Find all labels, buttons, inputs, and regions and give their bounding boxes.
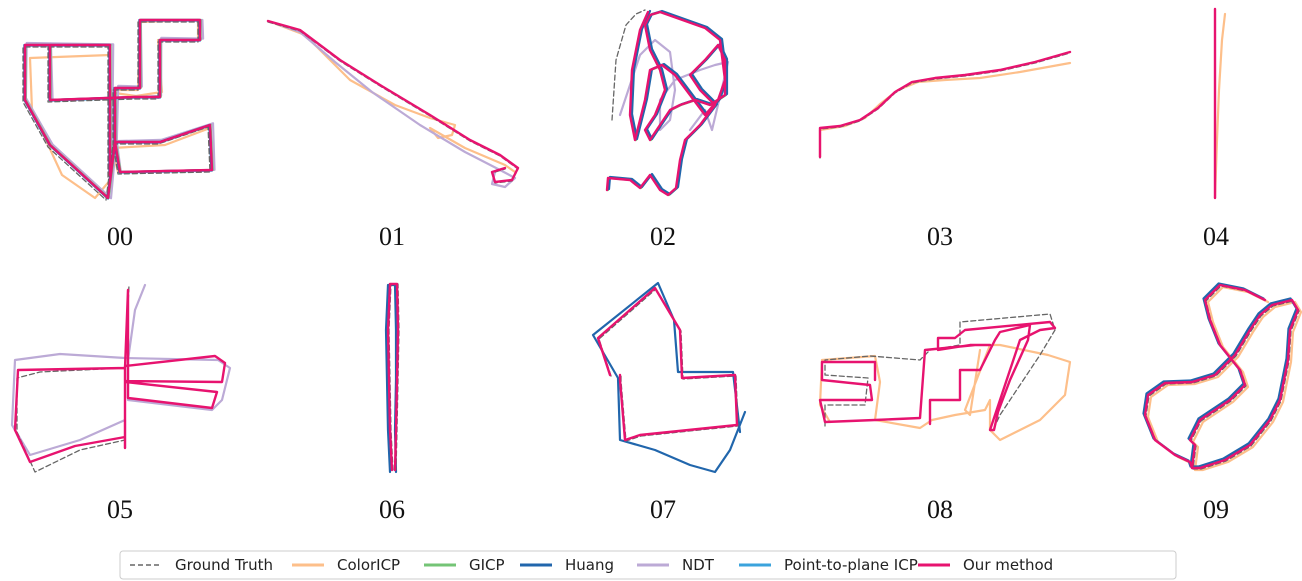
legend-label-ground-truth: Ground Truth (175, 556, 273, 574)
series-our-method-line (596, 286, 739, 442)
series-ground-truth-line (16, 284, 130, 473)
legend-label-ndt: NDT (682, 556, 715, 574)
series-coloricp-line (1146, 285, 1302, 472)
panel-label-00: 00 (107, 222, 133, 251)
trajectory-panel-04 (1213, 7, 1227, 200)
legend-item-gicp: GICP (424, 556, 505, 574)
trajectory-plots (10, 7, 1302, 474)
panel-label-04: 04 (1203, 222, 1229, 251)
trajectory-panel-06 (384, 282, 400, 474)
legend-label-point-to-plane-icp: Point-to-plane ICP (784, 556, 918, 574)
trajectory-panel-01 (266, 19, 520, 189)
panel-label-02: 02 (650, 222, 676, 251)
series-our-method-line (605, 10, 727, 197)
panel-label-07: 07 (650, 495, 676, 524)
legend-label-gicp: GICP (469, 556, 505, 574)
series-coloricp-line (818, 343, 1072, 442)
legend-item-ground-truth: Ground Truth (130, 556, 273, 574)
legend-item-coloricp: ColorICP (292, 556, 400, 574)
series-our-method-line (13, 288, 227, 464)
trajectory-panel-03 (818, 50, 1072, 159)
panel-label-06: 06 (379, 495, 405, 524)
panel-labels: 00 01 02 03 04 05 06 07 08 09 (107, 222, 1229, 524)
series-our-method-line (266, 19, 520, 184)
legend-item-point-to-plane-icp: Point-to-plane ICP (739, 556, 918, 574)
series-our-method-line (1143, 283, 1300, 470)
legend-label-coloricp: ColorICP (337, 556, 400, 574)
series-coloricp-line (1213, 12, 1227, 200)
trajectory-panel-00 (22, 18, 216, 201)
legend: Ground Truth ColorICP GICP Huang NDT Point-to… (119, 550, 1177, 580)
series-ndt-line (266, 19, 517, 189)
trajectory-panel-08 (818, 313, 1072, 442)
series-our-method-line (818, 50, 1072, 159)
panel-label-03: 03 (927, 222, 953, 251)
series-coloricp-line (266, 19, 517, 174)
trajectory-panel-05 (10, 283, 232, 473)
panel-label-05: 05 (107, 495, 133, 524)
legend-item-our-method: Our method (918, 556, 1053, 574)
legend-item-ndt: NDT (637, 556, 715, 574)
trajectory-panel-09 (1142, 282, 1302, 472)
series-ground-truth-line (611, 9, 646, 121)
series-ground-truth-line (1145, 285, 1300, 470)
series-ground-truth-line (824, 313, 1056, 429)
series-our-method-line (23, 18, 214, 200)
panel-label-01: 01 (379, 222, 405, 251)
panel-label-08: 08 (927, 495, 953, 524)
series-huang-line (591, 281, 747, 474)
series-ground-truth-line (22, 21, 211, 201)
series-huang-line (607, 9, 729, 196)
series-our-method-line (818, 320, 1057, 432)
trajectory-panel-02 (605, 9, 730, 197)
legend-item-huang: Huang (520, 556, 614, 574)
panel-label-09: 09 (1203, 495, 1229, 524)
trajectory-panel-07 (591, 281, 747, 474)
legend-label-our-method: Our method (963, 556, 1053, 574)
legend-label-huang: Huang (565, 556, 614, 574)
series-our-method-line (386, 282, 400, 472)
